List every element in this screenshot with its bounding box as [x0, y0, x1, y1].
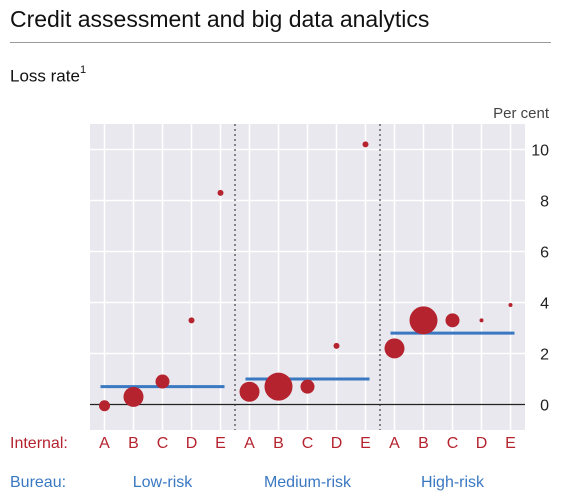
- bureau-group-label: Medium-risk: [264, 474, 352, 491]
- bureau-row-label: Bureau:: [10, 474, 66, 491]
- loss-rate-bubble: [188, 317, 195, 324]
- loss-rate-bubble: [409, 306, 438, 335]
- loss-rate-bubble: [445, 313, 460, 328]
- loss-rate-bubble: [300, 379, 315, 394]
- internal-category-label: C: [157, 435, 169, 452]
- internal-category-label: A: [389, 435, 400, 452]
- internal-category-label: E: [215, 435, 226, 452]
- internal-category-label: E: [360, 435, 371, 452]
- internal-category-label: B: [418, 435, 429, 452]
- loss-rate-bubble: [264, 372, 293, 401]
- chart-title: Credit assessment and big data analytics: [10, 6, 430, 32]
- internal-category-label: A: [244, 435, 255, 452]
- subtitle-footnote: 1: [79, 64, 87, 76]
- internal-category-label: D: [186, 435, 198, 452]
- loss-rate-bubble: [362, 141, 369, 148]
- internal-category-label: A: [99, 435, 110, 452]
- loss-rate-bubble: [155, 374, 170, 389]
- internal-category-label: E: [505, 435, 516, 452]
- loss-rate-bubble: [384, 338, 405, 359]
- loss-rate-bubble: [239, 381, 260, 402]
- internal-category-label: B: [273, 435, 284, 452]
- internal-category-label: D: [476, 435, 488, 452]
- loss-rate-bubble: [123, 386, 144, 407]
- bureau-group-label: High-risk: [421, 474, 485, 491]
- loss-rate-bubble: [479, 318, 484, 323]
- y-unit-label: Per cent: [493, 105, 550, 122]
- loss-rate-bubble: [217, 189, 224, 196]
- y-tick-label: 8: [540, 194, 549, 211]
- chart-subtitle: Loss rate1: [10, 64, 87, 87]
- y-tick-label: 0: [540, 398, 549, 415]
- title-divider: [10, 42, 551, 43]
- y-tick-label: 2: [540, 347, 549, 364]
- loss-rate-bubble: [333, 342, 340, 349]
- internal-category-label: B: [128, 435, 139, 452]
- bureau-group-label: Low-risk: [133, 474, 194, 491]
- y-tick-label: 6: [540, 245, 549, 262]
- internal-category-label: C: [302, 435, 314, 452]
- y-tick-label: 4: [540, 296, 549, 313]
- subtitle-text: Loss rate: [10, 66, 80, 86]
- internal-category-label: C: [447, 435, 459, 452]
- internal-category-label: D: [331, 435, 343, 452]
- internal-row-label: Internal:: [10, 435, 68, 452]
- y-tick-label: 10: [531, 143, 549, 160]
- loss-rate-bubble: [99, 400, 110, 412]
- loss-rate-bubble: [508, 303, 513, 308]
